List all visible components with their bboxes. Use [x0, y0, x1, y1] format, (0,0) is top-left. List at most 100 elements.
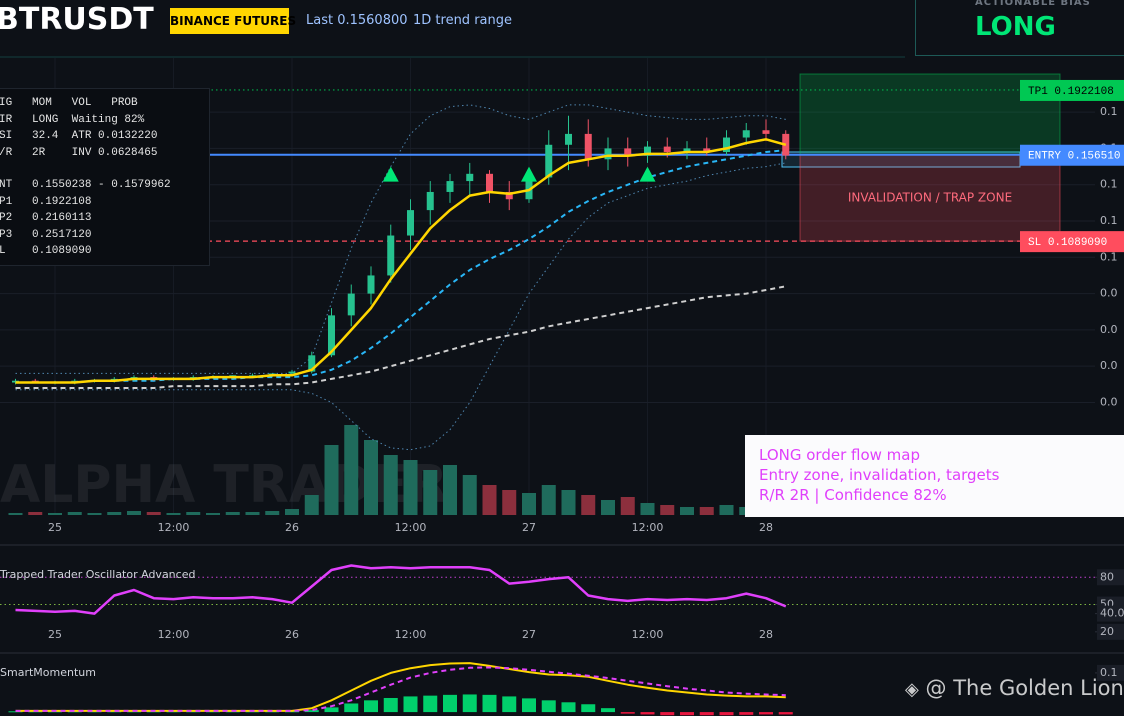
bias-value: LONG	[975, 12, 1056, 42]
histogram-bar	[344, 703, 359, 713]
buy-signal	[382, 166, 399, 182]
level-label: ENTRY 0.156510	[1028, 151, 1120, 163]
info-row: IG MOM VOL PROB	[0, 97, 138, 109]
candle-body	[486, 173, 493, 192]
volume-bar	[383, 455, 398, 515]
level-value: 0.1089090	[1048, 237, 1107, 249]
volume-bar	[581, 495, 596, 515]
watermark: ALPHA TRADER	[0, 455, 448, 515]
level-name: TP1	[1028, 86, 1048, 98]
y-tick-label: 0.0	[1100, 359, 1118, 372]
volume-bar	[699, 507, 714, 515]
volume-bar	[502, 490, 517, 515]
volume-bar	[8, 513, 23, 515]
tick-box	[1097, 664, 1124, 681]
tick-box	[1097, 605, 1124, 622]
volume-bar	[719, 505, 734, 515]
candle-body	[762, 130, 770, 134]
y-tick-label: 0.1	[1100, 250, 1118, 263]
series-line	[15, 285, 786, 389]
x-tick-label: 28	[759, 628, 773, 641]
volume-bar	[107, 512, 122, 515]
level-name: SL	[1028, 237, 1041, 249]
y-tick-label: 0.0	[1100, 287, 1118, 300]
candle-body	[565, 133, 572, 145]
series-line	[15, 149, 786, 384]
annotation: LONG order flow map Entry zone, invalida…	[745, 435, 1124, 517]
candle-body	[545, 144, 553, 178]
volume-bar	[127, 511, 141, 515]
candle-body	[663, 146, 671, 153]
target-zone	[799, 73, 1061, 156]
volume-bar	[265, 511, 280, 515]
info-row: SI 32.4 ATR 0.0132220	[0, 130, 158, 142]
credit-text: @ The Golden Lion	[925, 676, 1124, 700]
credit: ◈ @ The Golden Lion	[905, 676, 1124, 700]
series-line	[15, 138, 787, 384]
timeframe: 1D trend range	[413, 13, 512, 28]
candle-body	[683, 148, 691, 153]
histogram-bar	[561, 702, 576, 713]
candle-body	[624, 148, 632, 156]
histogram-bar	[699, 712, 714, 716]
candle-body	[525, 177, 533, 200]
volume-bar	[344, 425, 359, 515]
histogram-bar	[581, 704, 596, 713]
info-row: L 0.1089090	[0, 245, 92, 257]
buy-signal	[521, 166, 537, 182]
invalidation-zone	[799, 154, 1061, 242]
info-row: P1 0.1922108	[0, 195, 92, 208]
annotation-line: Entry zone, invalidation, targets	[759, 466, 1000, 484]
y-tick-label: 0.1	[1100, 105, 1118, 118]
histogram-bar	[778, 712, 793, 715]
histogram-bar	[364, 700, 378, 713]
volume-bar	[285, 509, 299, 515]
level-value: 0.156510	[1068, 151, 1121, 163]
y-tick-label: 0.1	[1100, 666, 1118, 679]
histogram-bar	[739, 712, 754, 715]
histogram-bar	[660, 712, 675, 716]
volume-bar	[166, 513, 181, 515]
histogram-bar	[304, 710, 319, 713]
volume-bar	[186, 512, 201, 515]
exchange-badge[interactable]: BINANCE FUTURES	[170, 8, 296, 34]
histogram-bar	[680, 712, 694, 716]
y-tick-label: 0.1	[1100, 214, 1118, 227]
volume-bar	[620, 497, 635, 515]
volume-bar	[660, 505, 675, 515]
series-line	[15, 662, 786, 712]
level-tag	[1020, 231, 1124, 253]
candle-body	[703, 148, 711, 153]
histogram-bar	[620, 712, 635, 714]
candle-body	[407, 210, 414, 236]
info-row: P2 0.2160113	[0, 212, 92, 224]
level-name: ENTRY	[1028, 151, 1061, 163]
volume-bar	[561, 490, 576, 515]
pane-title: Trapped Trader Oscillator Advanced	[0, 568, 195, 581]
y-tick-label: 0.1	[1100, 178, 1118, 191]
volume-bar	[640, 503, 655, 515]
buy-signal	[639, 166, 656, 182]
histogram-bar	[522, 698, 536, 713]
info-row: IR LONG Waiting 82%	[0, 113, 145, 126]
x-tick-label: 12:00	[395, 521, 427, 534]
candle-body	[644, 146, 651, 156]
level-tag	[1020, 79, 1124, 101]
histogram-bar	[601, 708, 615, 713]
histogram-bar	[324, 707, 339, 713]
y-tick-label: 40.00	[1100, 607, 1124, 620]
logo: ◈	[905, 679, 919, 700]
y-tick-label: 0.0	[1100, 323, 1118, 336]
x-tick-label: 25	[48, 628, 62, 641]
level-label: SL 0.1089090	[1028, 237, 1107, 249]
level-label: TP1 0.1922108	[1028, 86, 1114, 98]
volume-bar	[245, 512, 260, 515]
histogram-bar	[759, 712, 773, 715]
info-row: NT 0.1550238 - 0.1579962	[0, 179, 171, 191]
candle-body	[584, 133, 592, 160]
info-panel: IG MOM VOL PROB IR LONG Waiting 82% SI 32.…	[0, 88, 210, 266]
volume-bar	[680, 507, 694, 515]
volume-bar	[304, 495, 319, 515]
y-tick-label: 0.0	[1100, 395, 1118, 408]
histogram-bar	[482, 694, 497, 713]
